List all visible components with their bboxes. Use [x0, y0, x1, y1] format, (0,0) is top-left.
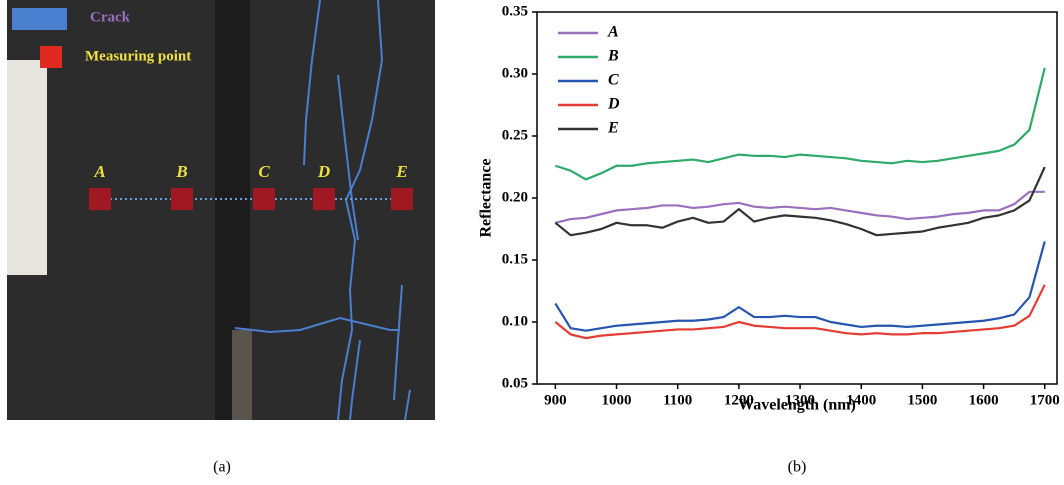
y-tick-label: 0.25 — [502, 127, 528, 143]
x-tick-label: 1200 — [724, 392, 754, 408]
x-tick-label: 1300 — [785, 392, 815, 408]
point-label: D — [317, 162, 330, 181]
x-tick-label: 1400 — [846, 392, 876, 408]
measure-point — [253, 188, 275, 210]
y-tick-label: 0.15 — [502, 251, 528, 267]
legend-label: B — [607, 48, 619, 65]
chart: 0.05 0.10 0.15 0.20 0.25 0.30 0.35 900 1000 1100 1… — [478, 3, 1060, 413]
y-tick-label: 0.30 — [502, 65, 528, 81]
y-tick-label: 0.05 — [502, 375, 528, 391]
legend-label: D — [607, 96, 620, 113]
caption: (a) — [213, 459, 231, 476]
measure-point — [89, 188, 111, 210]
legend-label: Crack — [90, 9, 131, 25]
point-label: C — [258, 162, 270, 181]
window — [7, 60, 47, 275]
y-tick-label: 0.35 — [502, 3, 528, 19]
cracks — [234, 0, 411, 421]
legend-label: Measuring point — [85, 48, 191, 64]
point-label: A — [93, 162, 105, 181]
series-line — [554, 241, 1046, 332]
y-tick-label: 0.20 — [502, 189, 528, 205]
series-line — [555, 67, 1046, 181]
stain — [232, 330, 252, 420]
x-tick-label: 1000 — [602, 392, 632, 408]
series-line — [554, 284, 1046, 340]
measure-point — [171, 188, 193, 210]
series-line — [555, 190, 1045, 224]
x-tick-label: 1500 — [907, 392, 937, 408]
points: A B C D E — [89, 162, 413, 210]
y-axis-label: Reflectance — [478, 158, 495, 237]
x-tick-label: 1600 — [969, 392, 999, 408]
photo-panel: Crack Measuring point A B C D E — [7, 0, 435, 421]
x-tick-label: 900 — [544, 392, 567, 408]
measure-point — [313, 188, 335, 210]
series-line — [554, 166, 1046, 237]
x-tick-label: 1100 — [663, 392, 692, 408]
legend-label: E — [607, 120, 619, 137]
measure-point — [391, 188, 413, 210]
legend-label: A — [607, 24, 619, 41]
x-tick-label: 1700 — [1030, 392, 1060, 408]
legend-label: C — [608, 72, 619, 89]
point-swatch — [40, 46, 62, 68]
point-label: E — [395, 162, 407, 181]
y-tick-label: 0.10 — [502, 313, 528, 329]
point-label: B — [175, 162, 187, 181]
x-axis-label: Wavelength (nm) — [738, 397, 856, 414]
crack-swatch — [12, 8, 67, 30]
caption: (b) — [788, 459, 807, 476]
